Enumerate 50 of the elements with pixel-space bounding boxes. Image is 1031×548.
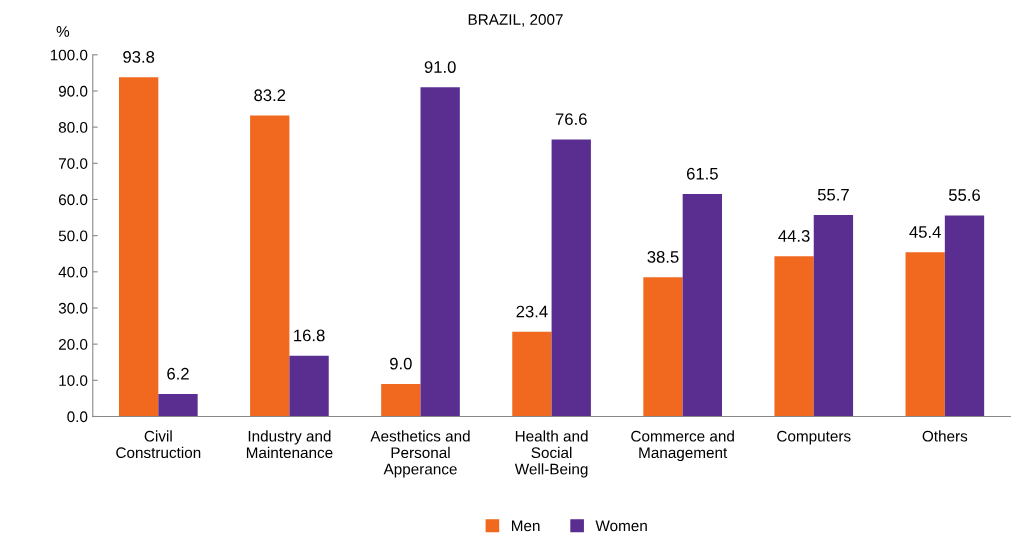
legend-label: Men <box>511 520 540 532</box>
x-tick-label: Industry and Maintenance <box>246 430 333 459</box>
bar <box>813 215 854 417</box>
data-label: 91.0 <box>424 61 456 73</box>
bar <box>119 77 159 417</box>
x-tick-label: Civil Construction <box>116 430 201 459</box>
x-tick-label: Health and Social Well-Being <box>514 430 588 478</box>
y-tick-label: 90.0 <box>58 85 88 97</box>
bar <box>512 331 552 417</box>
bar <box>158 394 198 417</box>
data-label: 16.8 <box>294 329 325 342</box>
data-label: 93.8 <box>123 51 155 63</box>
x-tick-label: Commerce and Management <box>631 430 734 462</box>
x-tick-label: Others <box>922 430 968 442</box>
data-label: 44.3 <box>778 230 810 242</box>
bar <box>551 139 591 417</box>
data-label: 45.4 <box>909 226 941 238</box>
data-label: 76.6 <box>555 113 587 126</box>
y-axis-title: % <box>56 26 70 37</box>
bar <box>289 355 329 417</box>
y-tick-label: 70.0 <box>58 158 88 169</box>
data-label: 38.5 <box>647 251 679 263</box>
bar <box>250 115 290 417</box>
data-label: 9.0 <box>390 357 412 370</box>
data-label: 55.6 <box>948 189 980 201</box>
y-tick-label: 50.0 <box>58 230 88 242</box>
chart-title: BRAZIL, 2007 <box>468 14 563 27</box>
x-tick-label: Aesthetics and Personal Apperance <box>370 430 470 478</box>
data-label: 61.5 <box>686 167 718 180</box>
bar <box>420 87 460 417</box>
y-tick-label: 10.0 <box>59 375 88 386</box>
y-tick-label: 20.0 <box>58 339 88 350</box>
data-label: 83.2 <box>254 89 286 102</box>
bar <box>643 277 683 417</box>
legend-label: Women <box>595 520 647 532</box>
bar <box>774 256 814 417</box>
y-tick-label: 40.0 <box>58 266 88 278</box>
x-tick-label: Computers <box>777 430 851 445</box>
y-tick-label: 30.0 <box>58 302 88 314</box>
y-tick-label: 80.0 <box>58 122 88 133</box>
data-label: 23.4 <box>516 305 548 318</box>
data-label: 6.2 <box>167 367 189 380</box>
bar <box>682 194 722 417</box>
data-label: 55.7 <box>817 188 849 201</box>
y-tick-label: 60.0 <box>58 194 88 206</box>
bar <box>381 383 421 417</box>
bar <box>905 252 945 417</box>
y-tick-label: 0.0 <box>67 411 88 423</box>
bar <box>944 215 985 417</box>
y-tick-label: 100.0 <box>50 49 88 61</box>
